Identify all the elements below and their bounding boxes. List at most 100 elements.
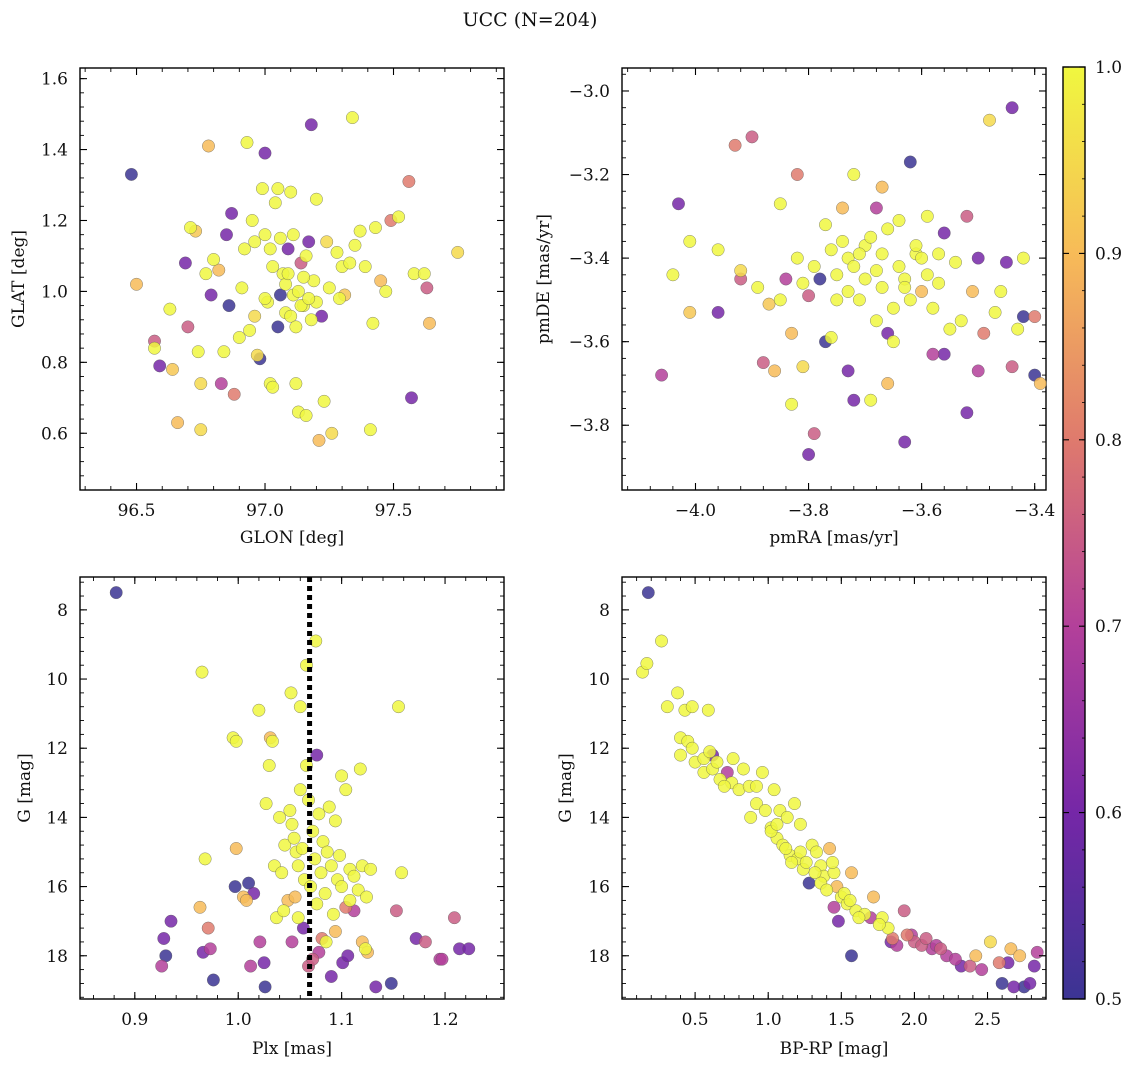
data-point [920, 268, 934, 282]
data-point [887, 301, 900, 315]
data-point [171, 416, 184, 429]
data-point [807, 427, 821, 440]
data-point [327, 907, 340, 921]
data-point [299, 249, 313, 263]
data-point [830, 293, 844, 307]
data-point [451, 246, 465, 259]
panel-glon-glat: 96.5 97.0 97.5 0.6 0.8 1.0 1.2 1.4 1.6 GLON [deg… [9, 67, 505, 548]
data-point [937, 347, 951, 361]
data-point [903, 293, 917, 307]
panel-3-frame [79, 576, 505, 1000]
data-point [288, 890, 302, 904]
data-point [179, 256, 192, 270]
data-point [322, 800, 336, 814]
data-point [898, 281, 912, 294]
data-point [794, 845, 807, 859]
y-tick-label: 18 [588, 947, 610, 967]
data-point [343, 256, 357, 270]
data-point [243, 324, 256, 337]
panel-2-ylabel: pmDE [mas/yr] [534, 214, 554, 344]
x-tick-label: 2.5 [974, 1010, 1001, 1030]
data-point [641, 586, 655, 599]
data-point [293, 700, 307, 714]
data-point [820, 883, 834, 897]
data-point [756, 356, 770, 369]
data-point [975, 963, 989, 976]
data-point [248, 235, 262, 249]
data-point [319, 935, 333, 949]
data-point [194, 423, 208, 437]
x-tick-label: 1.0 [755, 1010, 782, 1030]
data-point [310, 748, 324, 762]
panel-2-points [655, 101, 1047, 461]
data-point [841, 364, 855, 378]
x-tick-label: 97.0 [246, 501, 284, 521]
data-point [872, 918, 886, 931]
data-point [971, 364, 985, 378]
data-point [320, 845, 334, 859]
data-point [1023, 977, 1037, 990]
data-point [364, 423, 377, 437]
y-tick-label: 16 [588, 878, 610, 898]
data-point [302, 292, 316, 305]
data-point [1013, 949, 1027, 963]
data-point [751, 281, 765, 294]
data-point [435, 952, 449, 966]
data-point [333, 849, 346, 862]
colorbar-tick-label: 1.0 [1095, 58, 1122, 78]
data-point [960, 406, 974, 420]
data-point [796, 276, 810, 290]
data-point [971, 251, 985, 265]
data-point [335, 880, 348, 893]
data-point [207, 973, 220, 987]
panel-4-ticks: 0.5 1.0 1.5 2.0 2.5 8 10 12 14 16 18 [588, 577, 1046, 1030]
data-point [853, 247, 866, 261]
data-point [256, 182, 269, 195]
panel-4-ylabel: G [mag] [556, 753, 576, 822]
data-point [366, 316, 380, 330]
data-point [728, 138, 742, 152]
data-point [870, 264, 883, 277]
figure-title: UCC (N=204) [463, 9, 598, 31]
y-tick-label: −3.6 [569, 333, 610, 353]
data-point [193, 900, 207, 914]
data-point [228, 880, 242, 893]
data-point [258, 980, 272, 994]
data-point [405, 391, 418, 405]
data-point [710, 755, 724, 769]
data-point [395, 866, 408, 880]
data-point [756, 766, 769, 779]
x-tick-label: 1.2 [432, 1010, 459, 1030]
data-point [109, 586, 123, 599]
y-tick-label: 16 [46, 878, 68, 898]
colorbar-tick-label: 0.7 [1095, 617, 1122, 637]
data-point [864, 230, 878, 244]
data-point [1005, 101, 1019, 115]
data-point [864, 393, 878, 407]
data-point [423, 316, 436, 330]
data-point [312, 434, 326, 447]
data-point [903, 155, 917, 169]
data-point [284, 686, 298, 700]
data-point [238, 242, 251, 256]
data-point [324, 859, 338, 873]
data-point [909, 239, 923, 252]
x-tick-label: 0.5 [682, 1010, 709, 1030]
data-point [832, 914, 845, 928]
y-tick-label: 18 [46, 947, 68, 967]
data-point [164, 914, 178, 928]
data-point [304, 313, 318, 327]
data-point [263, 242, 277, 256]
data-point [392, 210, 405, 224]
data-point [701, 703, 715, 717]
data-point [268, 196, 282, 210]
data-point [324, 970, 338, 983]
data-point [329, 814, 342, 828]
data-point [201, 921, 215, 935]
y-tick-label: 1.0 [41, 282, 68, 302]
panel-4-xlabel: BP-RP [mag] [780, 1039, 889, 1059]
data-point [166, 363, 179, 376]
data-point [148, 341, 161, 355]
data-point [966, 285, 979, 298]
